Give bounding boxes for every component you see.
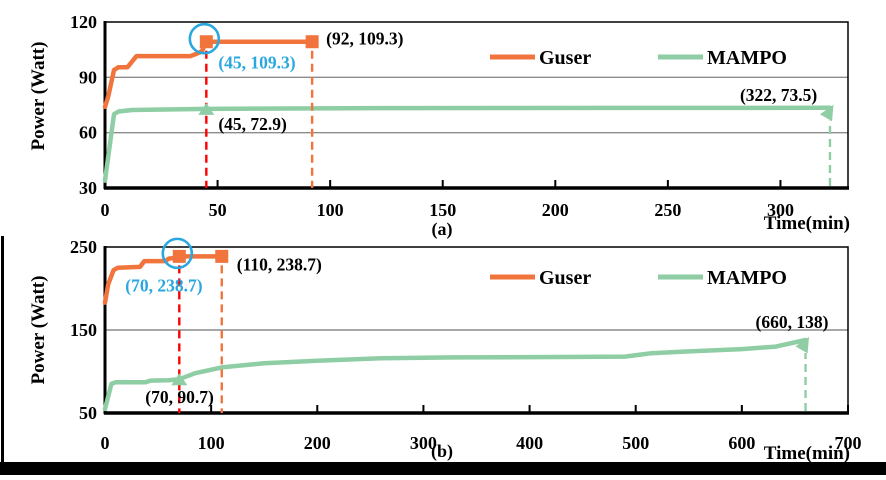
x-tick-label: 600 [728,433,755,453]
point-annotation: (45, 109.3) [218,53,295,73]
chart-caption: (b) [431,441,453,462]
x-tick-label: 700 [835,433,862,453]
series-line-mampo [102,105,833,183]
arrow-head [795,336,810,354]
legend-label-mampo: MAMPO [707,267,787,289]
x-tick-label: 200 [542,200,569,220]
y-axis-title: Power (Watt) [28,276,49,385]
chart-caption: (a) [432,219,453,240]
legend-label-mampo: MAMPO [707,47,787,69]
legend-label-guser: Guser [539,267,591,289]
y-tick-label: 60 [79,123,97,143]
y-tick-label: 150 [70,320,97,340]
point-annotation: (110, 238.7) [237,254,322,274]
y-tick-label: 50 [79,403,97,423]
y-tick-label: 30 [79,178,97,198]
x-tick-label: 150 [429,200,456,220]
point-annotation: (322, 73.5) [740,85,817,105]
x-tick-label: 300 [767,200,794,220]
data-marker-triangle [198,102,215,115]
x-axis-title: Time(min) [764,213,850,234]
x-tick-label: 200 [304,433,331,453]
x-tick-label: 400 [516,433,543,453]
point-annotation: (92, 109.3) [326,29,403,49]
x-tick-label: 100 [317,200,344,220]
data-marker-square [215,249,229,263]
bottom-black-bar [0,462,886,475]
chart-b: 0 100 200 300 400 500 600 700 50 150 250 (70, 238.7… [28,237,862,464]
x-tick-label: 300 [410,433,437,453]
chart-a: 0 50 100 150 200 250 300 30 60 90 120 (45, 109.3) (9… [28,12,850,240]
x-axis-title: Time(min) [764,443,850,464]
y-tick-label: 90 [79,67,97,87]
data-marker-triangle [171,373,188,386]
legend-label-guser: Guser [539,47,591,69]
x-tick-label: 100 [198,433,225,453]
point-annotation: (70, 238.7) [125,275,202,295]
x-tick-label: 0 [101,200,110,220]
x-tick-label: 0 [101,433,110,453]
highlight-circle [188,22,221,55]
x-tick-label: 50 [209,200,227,220]
x-tick-label: 250 [654,200,681,220]
series-line-mampo [102,337,808,412]
data-marker-square [199,35,213,49]
highlight-circle [161,237,194,270]
y-tick-label: 250 [70,237,97,257]
y-tick-label: 120 [70,12,97,32]
y-axis-title: Power (Watt) [28,42,49,151]
x-tick-label: 500 [622,433,649,453]
figure-left-border [1,236,4,462]
data-marker-square [305,35,319,49]
data-marker-square [172,249,186,263]
point-annotation: (45, 72.9) [218,114,287,134]
arrow-head [819,104,834,122]
point-annotation: (70, 90.7) [145,387,214,407]
point-annotation: (660, 138) [756,312,829,332]
